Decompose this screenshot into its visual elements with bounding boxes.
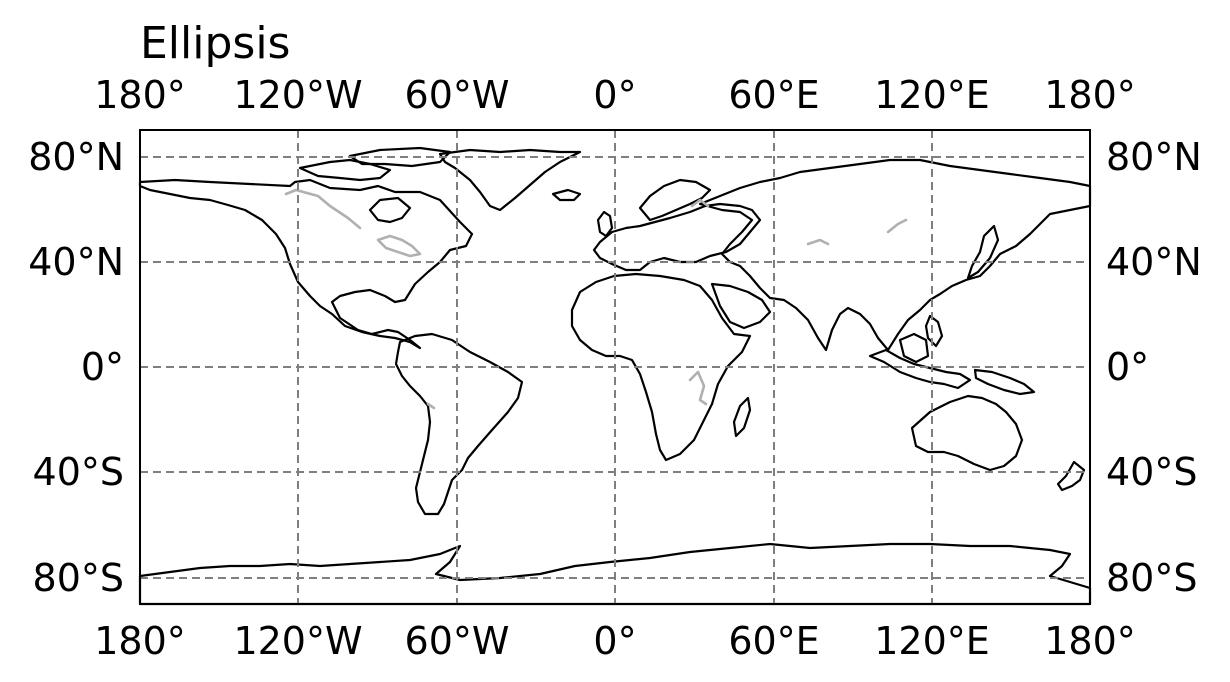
- lon-label-top: 120°W: [233, 73, 362, 117]
- lake-canada: [284, 188, 362, 230]
- lakes: [284, 188, 908, 410]
- lon-label-top: 120°E: [874, 73, 990, 117]
- lon-labels-top: 180° 120°W 60°W 0° 60°E 120°E 180°: [94, 73, 1136, 117]
- lon-label-top: 60°E: [728, 73, 819, 117]
- coastline-antarctica: [138, 542, 1092, 606]
- coastline-indonesia: [868, 348, 972, 390]
- lat-label-left: 40°N: [28, 240, 124, 284]
- coastline-japan: [966, 224, 1000, 280]
- coastline-hudson-bay: [368, 196, 412, 224]
- lon-label-bottom: 60°E: [728, 619, 819, 663]
- lon-label-top: 180°: [94, 73, 186, 117]
- lat-label-right: 40°N: [1106, 240, 1202, 284]
- lake-titicaca: [426, 402, 436, 410]
- lon-label-bottom: 180°: [94, 619, 186, 663]
- coastline-scandinavia: [638, 178, 712, 222]
- lat-label-right: 80°S: [1106, 556, 1197, 600]
- lat-label-left: 80°N: [28, 135, 124, 179]
- map-frame: [139, 129, 1091, 605]
- gridlines: [140, 130, 1090, 604]
- coastline-borneo: [898, 332, 930, 364]
- coastline-south-america: [394, 332, 524, 516]
- lon-label-bottom: 120°E: [874, 619, 990, 663]
- coastline-madagascar: [732, 396, 752, 438]
- lat-label-right: 40°S: [1106, 450, 1197, 494]
- map-panel: [138, 129, 1092, 606]
- lat-label-left: 0°: [81, 345, 124, 389]
- coastline-arabia: [710, 282, 772, 330]
- lake-caspian: [690, 198, 710, 208]
- coastline-australia: [910, 394, 1024, 472]
- lon-label-top: 0°: [593, 73, 636, 117]
- lake-aral: [806, 238, 830, 246]
- coastline-new-zealand: [1056, 460, 1086, 492]
- lat-label-left: 40°S: [33, 450, 124, 494]
- lake-great-lakes: [376, 234, 422, 258]
- map-title: Ellipsis: [140, 18, 290, 69]
- lon-label-bottom: 120°W: [233, 619, 362, 663]
- coastline-arctic-islands: [298, 158, 392, 182]
- lat-label-right: 0°: [1106, 345, 1149, 389]
- lake-baikal: [886, 218, 908, 234]
- coastline-philippines: [924, 314, 944, 348]
- lon-label-bottom: 60°W: [405, 619, 510, 663]
- lon-label-bottom: 180°: [1044, 619, 1136, 663]
- lat-labels-left: 80°N 40°N 0° 40°S 80°S: [28, 135, 124, 600]
- lon-label-top: 180°: [1044, 73, 1136, 117]
- coastline-africa: [570, 272, 752, 462]
- coastline-europe: [592, 202, 762, 272]
- lon-label-top: 60°W: [405, 73, 510, 117]
- lat-labels-right: 80°N 40°N 0° 40°S 80°S: [1106, 135, 1202, 600]
- coastline-new-guinea: [973, 368, 1036, 396]
- coastline-iceland: [551, 188, 582, 202]
- lat-label-left: 80°S: [33, 556, 124, 600]
- lon-labels-bottom: 180° 120°W 60°W 0° 60°E 120°E 180°: [94, 619, 1136, 663]
- coastline-north-america: [138, 178, 474, 350]
- lat-label-right: 80°N: [1106, 135, 1202, 179]
- coastlines: [138, 146, 1092, 606]
- coastline-asia: [698, 158, 1092, 352]
- coastline-greenland: [438, 148, 582, 212]
- coastline-britain: [596, 210, 614, 238]
- lake-victoria: [688, 370, 708, 406]
- lon-label-bottom: 0°: [593, 619, 636, 663]
- coastline-arctic-islands-2: [348, 146, 452, 168]
